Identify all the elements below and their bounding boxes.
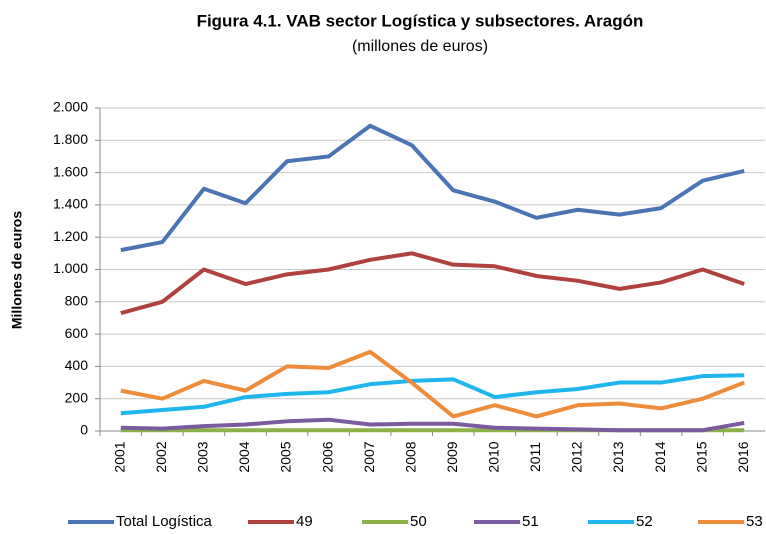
series-line (120, 373, 745, 416)
x-tick-label: 2007 (361, 441, 377, 472)
y-tick-label: 0 (80, 422, 88, 438)
x-tick-label: 2002 (153, 441, 169, 472)
y-tick-label: 400 (65, 357, 89, 373)
y-tick-label: 1.600 (53, 163, 88, 179)
y-tick-label: 600 (65, 325, 89, 341)
x-tick-label: 2012 (569, 441, 585, 472)
x-tick-label: 2004 (236, 441, 252, 472)
legend-label: 52 (636, 513, 653, 530)
x-tick-label: 2015 (693, 441, 709, 472)
x-tick-label: 2008 (402, 441, 418, 472)
legend-label: 50 (410, 513, 427, 530)
x-tick-label: 2003 (195, 441, 211, 472)
x-tick-label: 2016 (735, 441, 751, 472)
series-line (120, 251, 745, 316)
y-tick-label: 200 (65, 389, 89, 405)
x-tick-label: 2006 (319, 441, 335, 472)
x-tick-label: 2010 (486, 441, 502, 472)
x-tick-label: 2014 (652, 441, 668, 472)
x-tick-label: 2001 (111, 441, 127, 472)
y-tick-label: 800 (65, 293, 89, 309)
y-tick-label: 1.400 (53, 196, 88, 212)
legend-label: 49 (296, 513, 313, 530)
y-axis-label: Millones de euros (9, 211, 25, 329)
legend-label: Total Logística (116, 513, 213, 530)
legend-label: 51 (522, 513, 539, 530)
legend-label: 53 (746, 513, 763, 530)
series-line (120, 349, 745, 419)
y-tick-label: 1.000 (53, 260, 88, 276)
x-tick-label: 2009 (444, 441, 460, 472)
y-tick-label: 1.800 (53, 131, 88, 147)
x-tick-label: 2011 (527, 442, 543, 472)
y-tick-label: 2.000 (53, 99, 88, 115)
series-line (120, 417, 745, 433)
chart-title: Figura 4.1. VAB sector Logística y subse… (197, 11, 644, 30)
series-line (120, 123, 745, 253)
chart-subtitle: (millones de euros) (352, 38, 488, 55)
x-tick-label: 2005 (278, 441, 294, 472)
x-tick-label: 2013 (610, 441, 626, 472)
y-tick-label: 1.200 (53, 228, 88, 244)
